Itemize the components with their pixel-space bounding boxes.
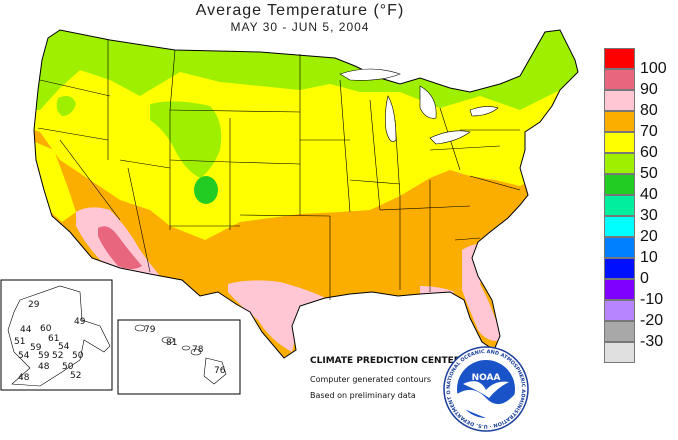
hawaii-value: 78 (192, 345, 204, 355)
hawaii-value: 79 (144, 325, 156, 335)
legend-swatch (604, 258, 635, 279)
legend-label: 10 (640, 249, 658, 266)
legend-swatch (604, 153, 635, 174)
state-boundaries (37, 40, 521, 300)
alaska-value: 51 (14, 337, 25, 347)
legend-swatch (604, 174, 635, 195)
legend-swatch (604, 90, 635, 111)
legend-swatch (604, 48, 635, 69)
legend-swatch (604, 195, 635, 216)
legend-label: 90 (640, 81, 658, 98)
hawaii-value: 81 (166, 338, 177, 348)
alaska-value: 50 (72, 351, 84, 361)
legend-label: 40 (640, 186, 658, 203)
legend-swatch (604, 132, 635, 153)
legend-label: 30 (640, 207, 658, 224)
alaska-value: 48 (18, 373, 30, 383)
alaska-value: 29 (28, 300, 40, 310)
alaska-value: 59 (30, 343, 42, 353)
legend-label: 50 (640, 165, 658, 182)
legend-swatch (604, 111, 635, 132)
noaa-logo: NATIONAL OCEANIC AND ATMOSPHERIC ADMINIS… (441, 342, 529, 432)
hawaii-inset-frame (117, 319, 241, 395)
alaska-value: 60 (40, 324, 52, 334)
legend-swatch (604, 279, 635, 300)
alaska-value: 52 (52, 351, 63, 361)
map-title: Average Temperature (°F) (195, 2, 405, 19)
alaska-value: 44 (20, 325, 32, 335)
legend-swatch (604, 321, 635, 342)
alaska-value: 54 (58, 342, 70, 352)
legend-label: 100 (640, 60, 667, 77)
legend-label: 60 (640, 144, 658, 161)
alaska-value: 61 (48, 334, 59, 344)
legend-label: -10 (640, 291, 664, 308)
alaska-values: 29 49 44 60 61 51 59 54 54 59 52 50 48 5… (14, 300, 86, 383)
noaa-logo-text: NOAA (472, 373, 501, 383)
legend-swatch (604, 342, 635, 363)
legend-label: 70 (640, 123, 658, 140)
hawaii-values: 79 81 78 76 (144, 325, 226, 376)
hawaii-value: 76 (214, 366, 226, 376)
legend-swatch (604, 69, 635, 90)
alaska-value: 52 (70, 371, 81, 381)
alaska-value: 49 (74, 317, 86, 327)
alaska-value: 59 (38, 351, 50, 361)
alaska-outline (7, 285, 111, 387)
legend-label: 0 (640, 270, 649, 287)
legend-label: -20 (640, 312, 664, 329)
us-outline (33, 29, 579, 359)
alaska-value: 54 (18, 351, 30, 361)
legend-swatch (604, 237, 635, 258)
credit-note-contours: Computer generated contours (310, 375, 432, 384)
alaska-value: 48 (38, 362, 50, 372)
legend-label: 80 (640, 102, 658, 119)
great-lakes (339, 68, 499, 145)
legend-label: -30 (640, 333, 664, 350)
credit-agency: CLIMATE PREDICTION CENTER, NOAA (310, 356, 497, 366)
legend-swatch (604, 216, 635, 237)
legend-swatch (604, 300, 635, 321)
credit-note-data: Based on preliminary data (310, 391, 416, 400)
hawaii-islands (134, 324, 227, 385)
legend-label: 20 (640, 228, 658, 245)
alaska-value: 50 (62, 362, 74, 372)
map-date-range: MAY 30 - JUN 5, 2004 (230, 20, 370, 34)
